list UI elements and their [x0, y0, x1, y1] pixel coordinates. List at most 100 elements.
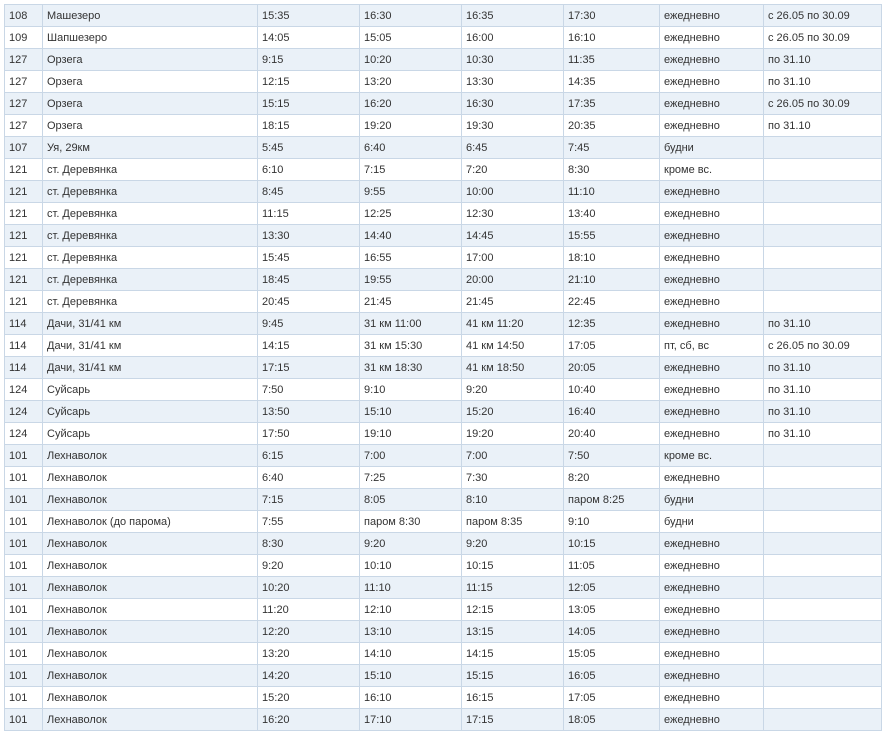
table-row: 101Лехнаволок12:2013:1013:1514:05ежеднев… — [5, 621, 882, 643]
cell-col-0: 127 — [5, 93, 43, 115]
cell-col-2: 15:45 — [258, 247, 360, 269]
cell-col-2: 15:20 — [258, 687, 360, 709]
cell-col-5: 9:10 — [564, 511, 660, 533]
table-row: 121 ст. Деревянка8:459:5510:0011:10ежедн… — [5, 181, 882, 203]
cell-col-3: 16:20 — [360, 93, 462, 115]
cell-col-6: ежедневно — [660, 291, 764, 313]
cell-col-6: ежедневно — [660, 709, 764, 731]
cell-col-5: 22:45 — [564, 291, 660, 313]
cell-col-1: Орзега — [43, 71, 258, 93]
cell-col-0: 101 — [5, 709, 43, 731]
cell-col-4: 13:30 — [462, 71, 564, 93]
cell-col-0: 127 — [5, 115, 43, 137]
cell-col-0: 101 — [5, 599, 43, 621]
cell-col-1: Суйсарь — [43, 379, 258, 401]
cell-col-6: кроме вс. — [660, 445, 764, 467]
cell-col-3: 14:10 — [360, 643, 462, 665]
cell-col-4: паром 8:35 — [462, 511, 564, 533]
cell-col-7 — [764, 599, 882, 621]
cell-col-2: 10:20 — [258, 577, 360, 599]
cell-col-5: 14:05 — [564, 621, 660, 643]
cell-col-6: ежедневно — [660, 71, 764, 93]
cell-col-0: 121 — [5, 247, 43, 269]
cell-col-5: 7:45 — [564, 137, 660, 159]
cell-col-7: по 31.10 — [764, 401, 882, 423]
cell-col-6: будни — [660, 511, 764, 533]
cell-col-2: 12:20 — [258, 621, 360, 643]
cell-col-2: 14:20 — [258, 665, 360, 687]
cell-col-3: 31 км 18:30 — [360, 357, 462, 379]
cell-col-3: 6:40 — [360, 137, 462, 159]
cell-col-6: будни — [660, 137, 764, 159]
cell-col-4: 13:15 — [462, 621, 564, 643]
cell-col-6: ежедневно — [660, 467, 764, 489]
cell-col-1: Лехнаволок — [43, 687, 258, 709]
cell-col-7 — [764, 225, 882, 247]
cell-col-4: 12:15 — [462, 599, 564, 621]
cell-col-6: ежедневно — [660, 5, 764, 27]
cell-col-7: с 26.05 по 30.09 — [764, 335, 882, 357]
cell-col-4: 7:20 — [462, 159, 564, 181]
cell-col-2: 16:20 — [258, 709, 360, 731]
table-row: 101Лехнаволок9:2010:1010:1511:05ежедневн… — [5, 555, 882, 577]
cell-col-2: 18:15 — [258, 115, 360, 137]
cell-col-6: ежедневно — [660, 577, 764, 599]
cell-col-3: 13:10 — [360, 621, 462, 643]
cell-col-0: 121 — [5, 225, 43, 247]
cell-col-1: Лехнаволок — [43, 621, 258, 643]
cell-col-1: Дачи, 31/41 км — [43, 313, 258, 335]
cell-col-7 — [764, 511, 882, 533]
cell-col-3: 16:30 — [360, 5, 462, 27]
cell-col-6: ежедневно — [660, 533, 764, 555]
cell-col-6: ежедневно — [660, 687, 764, 709]
table-row: 121 ст. Деревянка18:4519:5520:0021:10еже… — [5, 269, 882, 291]
cell-col-6: ежедневно — [660, 599, 764, 621]
cell-col-7 — [764, 269, 882, 291]
cell-col-0: 124 — [5, 401, 43, 423]
cell-col-5: 11:05 — [564, 555, 660, 577]
cell-col-1: ст. Деревянка — [43, 291, 258, 313]
cell-col-3: 9:10 — [360, 379, 462, 401]
cell-col-6: ежедневно — [660, 115, 764, 137]
cell-col-3: 19:20 — [360, 115, 462, 137]
cell-col-6: ежедневно — [660, 49, 764, 71]
cell-col-3: 12:25 — [360, 203, 462, 225]
cell-col-7 — [764, 291, 882, 313]
cell-col-2: 9:15 — [258, 49, 360, 71]
cell-col-1: ст. Деревянка — [43, 225, 258, 247]
cell-col-1: Орзега — [43, 93, 258, 115]
cell-col-1: ст. Деревянка — [43, 181, 258, 203]
table-row: 124Суйсарь13:5015:1015:2016:40ежедневноп… — [5, 401, 882, 423]
cell-col-2: 9:45 — [258, 313, 360, 335]
cell-col-5: 17:05 — [564, 687, 660, 709]
cell-col-5: 16:05 — [564, 665, 660, 687]
cell-col-6: ежедневно — [660, 247, 764, 269]
cell-col-3: 21:45 — [360, 291, 462, 313]
cell-col-1: Лехнаволок — [43, 467, 258, 489]
cell-col-3: 17:10 — [360, 709, 462, 731]
cell-col-2: 17:50 — [258, 423, 360, 445]
cell-col-1: Дачи, 31/41 км — [43, 335, 258, 357]
cell-col-0: 101 — [5, 467, 43, 489]
cell-col-7: по 31.10 — [764, 379, 882, 401]
cell-col-1: Дачи, 31/41 км — [43, 357, 258, 379]
cell-col-1: Лехнаволок — [43, 555, 258, 577]
cell-col-6: ежедневно — [660, 555, 764, 577]
cell-col-0: 114 — [5, 335, 43, 357]
table-row: 124Суйсарь7:509:109:2010:40ежедневнопо 3… — [5, 379, 882, 401]
cell-col-4: 17:15 — [462, 709, 564, 731]
cell-col-4: 19:20 — [462, 423, 564, 445]
cell-col-7 — [764, 665, 882, 687]
cell-col-4: 20:00 — [462, 269, 564, 291]
cell-col-4: 6:45 — [462, 137, 564, 159]
cell-col-4: 41 км 11:20 — [462, 313, 564, 335]
cell-col-5: 11:35 — [564, 49, 660, 71]
cell-col-4: 9:20 — [462, 533, 564, 555]
cell-col-5: 14:35 — [564, 71, 660, 93]
cell-col-6: ежедневно — [660, 423, 764, 445]
cell-col-7: с 26.05 по 30.09 — [764, 93, 882, 115]
cell-col-0: 101 — [5, 643, 43, 665]
cell-col-0: 108 — [5, 5, 43, 27]
cell-col-1: Лехнаволок — [43, 643, 258, 665]
cell-col-7 — [764, 159, 882, 181]
